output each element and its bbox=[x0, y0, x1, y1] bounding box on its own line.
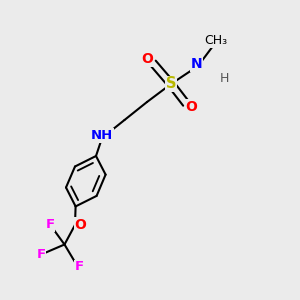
Text: NH: NH bbox=[91, 129, 113, 142]
Text: F: F bbox=[46, 218, 55, 232]
Text: S: S bbox=[166, 76, 176, 92]
Text: O: O bbox=[74, 218, 86, 232]
Text: O: O bbox=[185, 100, 197, 114]
Text: O: O bbox=[142, 52, 154, 66]
Text: H: H bbox=[219, 71, 229, 85]
Text: F: F bbox=[37, 248, 46, 262]
Text: F: F bbox=[75, 260, 84, 274]
Text: N: N bbox=[191, 58, 202, 71]
Text: CH₃: CH₃ bbox=[204, 34, 228, 47]
